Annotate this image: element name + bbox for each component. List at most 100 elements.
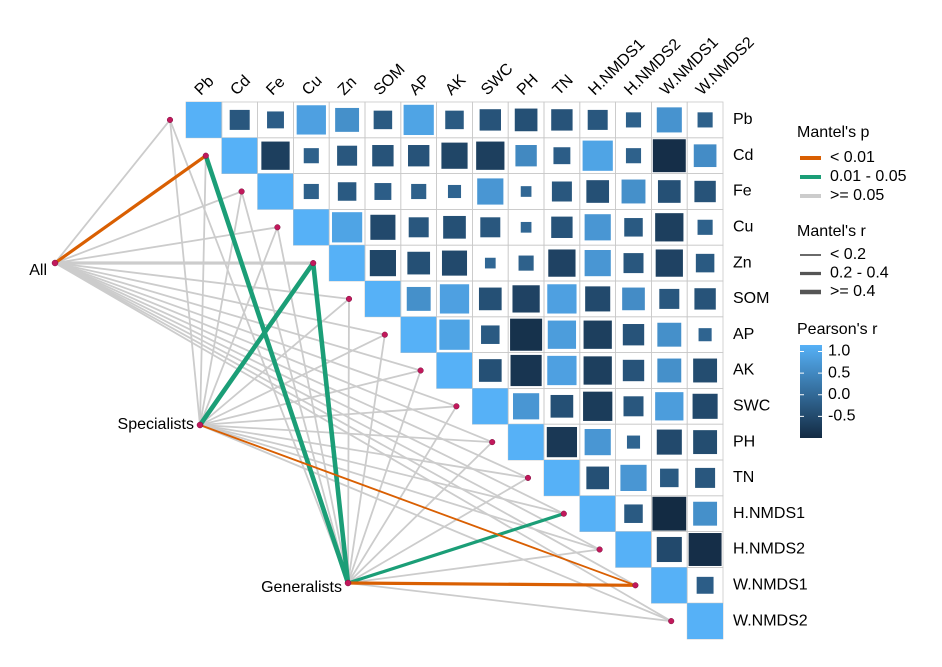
correlation-square [623, 396, 644, 417]
correlation-square [296, 105, 326, 135]
mantel-link [54, 262, 529, 479]
correlation-square [374, 183, 392, 200]
correlation-square [400, 316, 437, 353]
correlation-square [585, 286, 611, 312]
row-label: AK [733, 362, 755, 379]
correlation-square [657, 180, 681, 203]
correlation-square [479, 109, 501, 131]
heatmap: PbPbCdCdFeFeCuCuZnZnSOMSOMAPAPAKAKSWCSWC… [185, 34, 808, 640]
colorbar-label: 0.0 [828, 386, 850, 403]
mantel-link [346, 512, 566, 585]
link-end [310, 260, 317, 267]
correlation-square [622, 359, 645, 382]
correlation-square [329, 245, 365, 281]
mantel-link [53, 154, 208, 265]
colorbar-label: 0.5 [828, 364, 850, 381]
colorbar [800, 345, 822, 438]
correlation-square [698, 328, 712, 342]
correlation-square [335, 107, 360, 132]
row-label: Pb [733, 111, 753, 128]
correlation-square [615, 531, 652, 568]
column-label: AK [442, 71, 469, 98]
column-label: PH [514, 71, 542, 99]
correlation-square [293, 209, 330, 246]
mantel-link [199, 154, 207, 426]
mantel-link [347, 333, 386, 584]
link-end [166, 116, 174, 123]
row-label: W.NMDS1 [733, 577, 808, 594]
correlation-square [697, 112, 713, 128]
legend-title: Mantel's p [797, 124, 870, 141]
correlation-square [583, 391, 613, 421]
correlation-square [480, 217, 501, 238]
correlation-square [513, 393, 540, 420]
correlation-square [510, 318, 543, 351]
row-label: Cu [733, 219, 753, 236]
correlation-square [548, 249, 576, 277]
correlation-square [477, 178, 504, 205]
correlation-square [518, 255, 534, 271]
mantel-link [347, 441, 494, 584]
correlation-square [695, 467, 716, 488]
correlation-square [626, 435, 641, 449]
correlation-square [624, 504, 643, 523]
correlation-square [546, 426, 578, 458]
correlation-square [696, 576, 714, 594]
correlation-square [407, 251, 431, 275]
mantel-link [197, 260, 316, 428]
mantel-link [347, 582, 673, 622]
group-label: Specialists [118, 416, 194, 433]
correlation-square [584, 214, 611, 241]
correlation-square [411, 183, 427, 200]
correlation-square [587, 109, 608, 130]
correlation-square [687, 603, 723, 639]
correlation-square [657, 358, 682, 383]
mantel-link [54, 262, 637, 587]
legend-title: Mantel's r [797, 223, 867, 240]
link-end [274, 224, 281, 231]
correlation-square [515, 145, 537, 167]
correlation-square [583, 320, 612, 349]
row-label: H.NMDS2 [733, 541, 805, 558]
column-label: SWC [478, 60, 516, 98]
correlation-square [656, 107, 682, 133]
row-label: Zn [733, 254, 752, 271]
row-label: H.NMDS1 [733, 505, 805, 522]
link-end [489, 439, 496, 446]
correlation-square [624, 218, 643, 237]
link-end [632, 582, 639, 589]
correlation-square [365, 281, 401, 317]
correlation-square [267, 111, 284, 129]
correlation-square [337, 182, 357, 201]
column-label: Fe [263, 74, 288, 99]
correlation-square [373, 110, 393, 130]
correlation-square [508, 424, 544, 460]
row-label: SOM [733, 290, 769, 307]
column-label: Cd [227, 72, 253, 98]
correlation-square [550, 394, 574, 418]
mantel-link [240, 190, 349, 584]
link-end [202, 152, 209, 159]
mantel-link [347, 369, 422, 584]
row-label: Fe [733, 183, 752, 200]
mantel-link [347, 297, 350, 584]
mantel-link [54, 119, 171, 264]
links: All Specialists Generalists [29, 116, 675, 625]
mantel-link [199, 424, 673, 622]
correlation-square [582, 140, 613, 171]
column-label: Pb [192, 73, 218, 99]
row-label: Cd [733, 147, 753, 164]
correlation-square [478, 359, 502, 382]
colorbar-label: 1.0 [828, 343, 850, 360]
correlation-square [694, 180, 716, 203]
mantel-link [169, 119, 349, 584]
correlation-square [441, 142, 468, 169]
mantel-link [54, 226, 279, 264]
correlation-square [443, 215, 466, 239]
link-end [345, 295, 353, 302]
correlation-square [520, 221, 532, 233]
correlation-square [544, 460, 580, 496]
correlation-square [660, 468, 679, 488]
correlation-square [623, 253, 644, 274]
